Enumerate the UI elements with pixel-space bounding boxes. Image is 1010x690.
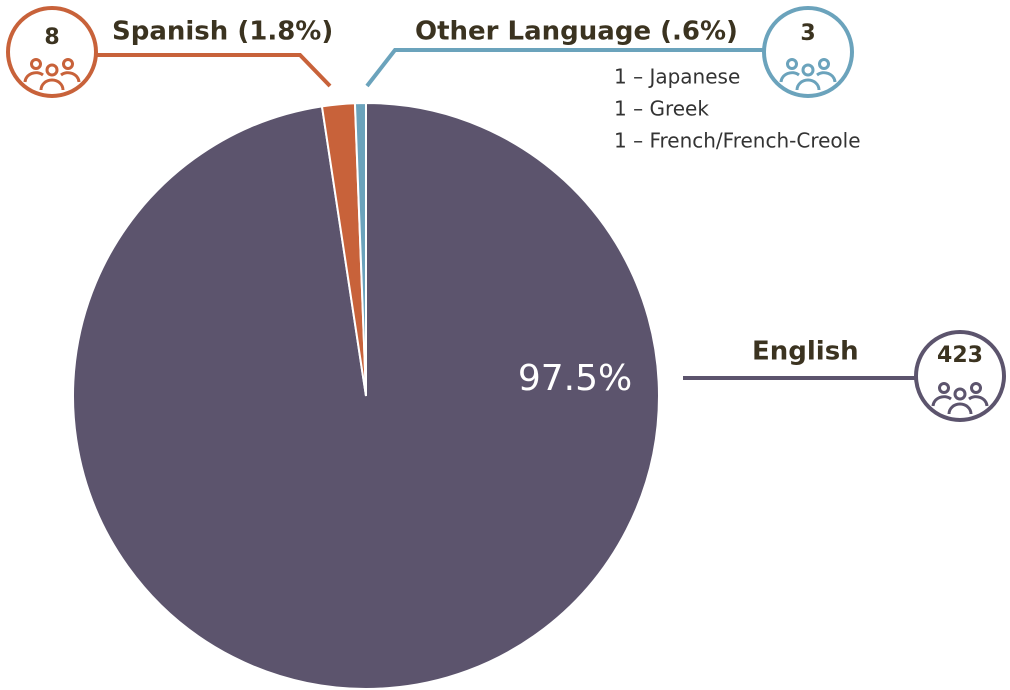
data-label: 97.5% [518, 358, 632, 399]
count-badge [6, 6, 98, 98]
detail: 1 – Japanese [614, 65, 740, 89]
leader-line [365, 48, 764, 88]
detail: 1 – Greek [614, 97, 709, 121]
slice-label: Spanish (1.8%) [112, 17, 333, 47]
leader-line [96, 53, 332, 88]
slice-label: Other Language (.6%) [415, 17, 738, 47]
count: 423 [937, 343, 983, 368]
count: 3 [800, 21, 815, 46]
slice-label: English [752, 337, 859, 367]
pie [72, 101, 660, 690]
count: 8 [44, 25, 59, 50]
detail: 1 – French/French-Creole [614, 129, 861, 153]
pie-slice [353, 101, 367, 397]
